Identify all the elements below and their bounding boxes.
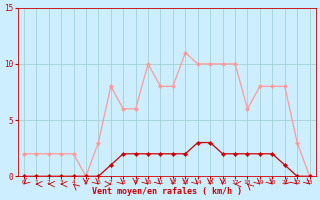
X-axis label: Vent moyen/en rafales ( km/h ): Vent moyen/en rafales ( km/h ) bbox=[92, 187, 242, 196]
